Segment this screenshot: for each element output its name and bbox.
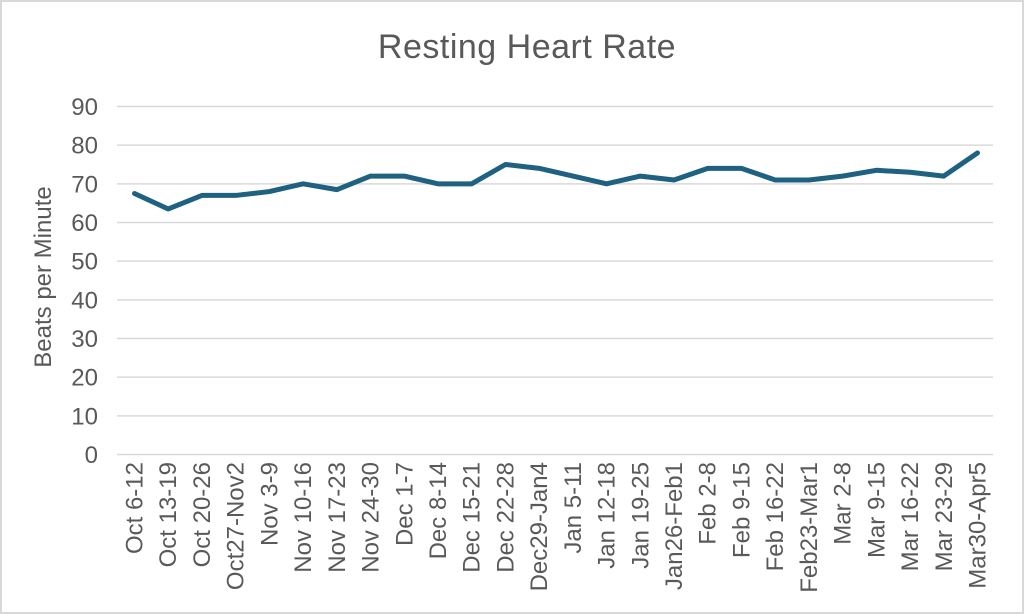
y-tick-label: 20 bbox=[71, 365, 98, 392]
x-tick-label: Oct 13-19 bbox=[155, 462, 182, 567]
x-tick-label: Mar 23-29 bbox=[931, 462, 958, 571]
x-tick-label: Jan 5-11 bbox=[560, 462, 587, 554]
x-tick-label: Dec 8-14 bbox=[425, 462, 452, 559]
x-tick-label: Mar 2-8 bbox=[830, 462, 857, 545]
y-tick-label: 70 bbox=[71, 171, 98, 198]
y-tick-label: 50 bbox=[71, 249, 98, 276]
x-tick-label: Nov 24-30 bbox=[358, 462, 385, 573]
x-tick-label: Oct27-Nov2 bbox=[223, 462, 250, 590]
x-tick-label: Mar 16-22 bbox=[897, 462, 924, 571]
x-tick-label: Mar30-Apr5 bbox=[965, 462, 992, 589]
y-tick-label: 30 bbox=[71, 326, 98, 353]
y-tick-label: 40 bbox=[71, 287, 98, 314]
x-tick-label: Feb 2-8 bbox=[695, 462, 722, 545]
x-tick-label: Dec 22-28 bbox=[492, 462, 519, 573]
x-tick-label: Nov 3-9 bbox=[256, 462, 283, 546]
x-tick-label: Jan 12-18 bbox=[594, 462, 621, 569]
x-tick-label: Jan 19-25 bbox=[627, 462, 654, 569]
chart-title: Resting Heart Rate bbox=[377, 28, 677, 66]
y-tick-label: 10 bbox=[71, 403, 98, 430]
x-tick-label: Jan26-Feb1 bbox=[661, 462, 688, 590]
x-tick-label: Dec29-Jan4 bbox=[526, 462, 553, 591]
x-tick-label: Nov 10-16 bbox=[290, 462, 317, 573]
y-tick-label: 90 bbox=[71, 94, 98, 121]
x-tick-label: Nov 17-23 bbox=[324, 462, 351, 573]
heart-rate-line bbox=[132, 150, 980, 212]
x-tick-label: Oct 20-26 bbox=[189, 462, 216, 567]
y-tick-label: 0 bbox=[85, 442, 98, 469]
y-tick-label: 80 bbox=[71, 133, 98, 160]
x-tick-label: Feb23-Mar1 bbox=[796, 462, 823, 593]
x-tick-label: Dec 15-21 bbox=[459, 462, 486, 573]
x-tick-label: Mar 9-15 bbox=[863, 462, 890, 558]
y-tick-label: 60 bbox=[71, 210, 98, 237]
x-tick-label: Dec 1-7 bbox=[391, 462, 418, 546]
x-tick-label: Oct 6-12 bbox=[122, 462, 149, 554]
x-tick-label: Feb 9-15 bbox=[728, 462, 755, 558]
x-tick-label: Feb 16-22 bbox=[762, 462, 789, 571]
